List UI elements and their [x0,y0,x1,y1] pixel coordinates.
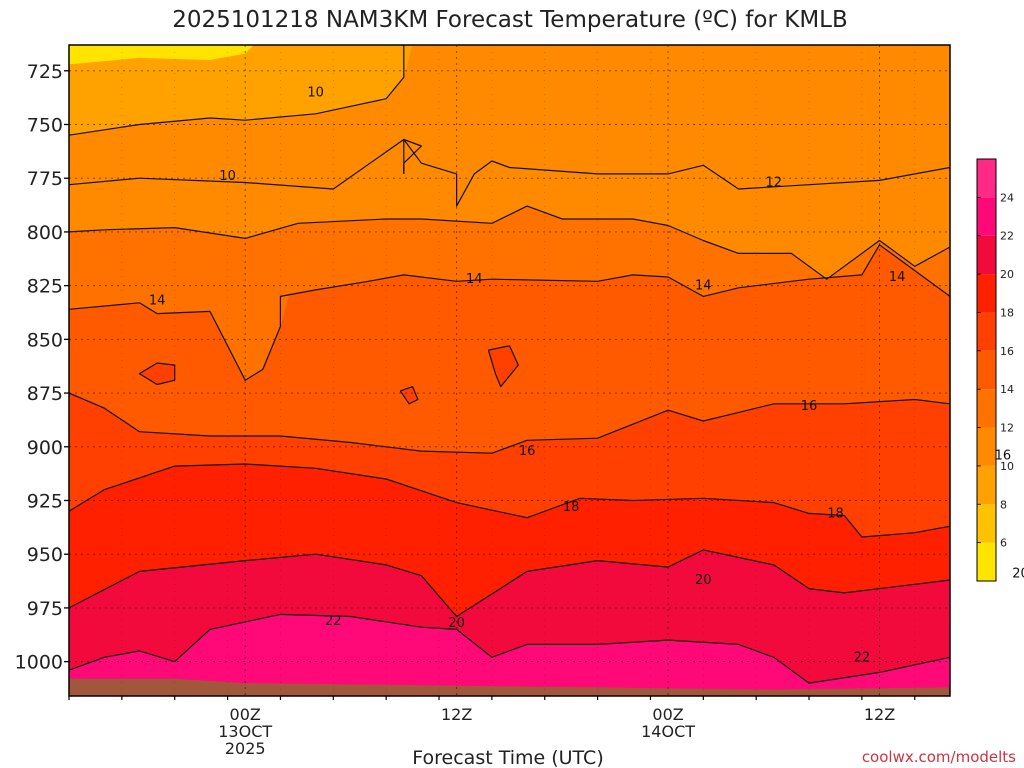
x-tick-label: 12Z [864,705,895,724]
contour-10c [69,138,422,190]
contour-label-14: 14 [695,279,712,294]
contour-16c [487,345,519,388]
contour-16c [69,392,950,454]
contour-label-14: 14 [466,272,483,287]
warm-pocket [400,386,418,404]
colorbar-label: 16 [1000,345,1014,358]
colorbar-label: 24 [1000,191,1014,204]
colorbar-label: 18 [1000,306,1014,319]
colorbar-label: 8 [1000,498,1007,511]
y-tick-label: 875 [27,383,63,405]
y-tick-label: 775 [27,168,63,190]
contour-label-20: 20 [448,616,465,631]
grid-lines [68,45,950,696]
contour-22c [69,613,950,684]
y-axis: 725 750 775 800 825 850 875 900 925 950 975 1000 [15,61,69,674]
contour-16c [138,362,176,386]
contour-label-12: 12 [766,176,783,191]
plot-frame [68,44,951,697]
contour-16c [399,386,419,405]
y-tick-label: 750 [27,114,63,136]
contour-12c [69,205,950,280]
contour-18c [69,463,950,538]
band-22c [69,614,950,696]
colorbar-segment [977,389,996,428]
y-tick-label: 1000 [15,652,63,674]
y-tick-label: 975 [27,598,63,620]
colorbar-segment [977,465,996,505]
x-tick-label: 14OCT [641,722,695,741]
contour-label-14: 14 [889,270,906,285]
contour-10c [69,45,405,136]
contour-label-16: 16 [519,444,536,459]
colorbar-label: 22 [1000,230,1014,243]
y-tick-label: 825 [27,276,63,298]
colorbar-label: 20 [1000,268,1014,281]
colorbar-segment [977,274,996,313]
warm-pocket [488,345,519,387]
contour-label-22: 22 [325,614,342,629]
colorbar-segment [977,197,996,236]
colorbar-segment [977,542,996,581]
contour-label-20: 20 [1012,567,1024,582]
colorbar-label: 10 [1000,460,1014,473]
colorbar-frame [976,158,997,582]
contour-14c [69,244,950,381]
colorbar-label: 12 [1000,422,1014,435]
contour-label-18: 18 [563,500,580,515]
x-tick-label: 13OCT [218,722,272,741]
x-axis-title: Forecast Time (UTC) [412,747,603,768]
colorbar-segment [977,312,996,351]
terrain [69,678,950,696]
colorbar-segment [977,235,996,275]
y-tick-label: 800 [27,222,63,244]
cold-core [69,45,255,65]
y-tick-label: 725 [27,61,63,83]
contour-label-14: 14 [149,294,166,309]
terrain-layer [69,678,950,696]
contour-label-16: 16 [995,448,1012,463]
y-tick-label: 900 [27,437,63,459]
contour-label-18: 18 [827,506,844,521]
y-tick-label: 925 [27,490,63,512]
chart-title: 2025101218 NAM3KM Forecast Temperature (… [172,7,848,33]
contour-20c [69,549,950,618]
temperature-bands [69,45,950,696]
contour-labels: 10 10 12 14 14 14 14 14 16 16 16 18 18 20 20 20 22 22 [149,85,1024,665]
contour-10c [403,138,950,207]
y-tick-label: 850 [27,329,63,351]
colorbar-segment [977,427,996,466]
x-tick-label: 00Z [230,705,261,724]
contour-lines [69,45,950,684]
colorbar-label: 14 [1000,383,1014,396]
x-tick-label: 2025 [225,739,266,758]
x-tick-label: 00Z [652,705,683,724]
contour-label-16: 16 [801,399,818,414]
y-tick-label: 950 [27,544,63,566]
x-axis: 00Z13OCT202512Z00Z14OCT12Z00Z15OCT [68,696,916,758]
contour-label-20: 20 [695,573,712,588]
contour-label-22: 22 [854,650,871,665]
colorbar-segment [977,159,996,198]
colorbar-label: 6 [1000,537,1007,550]
contour-label-10: 10 [307,85,324,100]
colorbar: 6 8 10 12 14 16 18 20 22 24 [976,158,1014,582]
colorbar-segment [977,350,996,390]
contour-label-10: 10 [219,169,236,184]
x-tick-label: 12Z [441,705,472,724]
colorbar-segment [977,504,996,543]
credit-text: coolwx.com/modelts [862,748,1016,766]
